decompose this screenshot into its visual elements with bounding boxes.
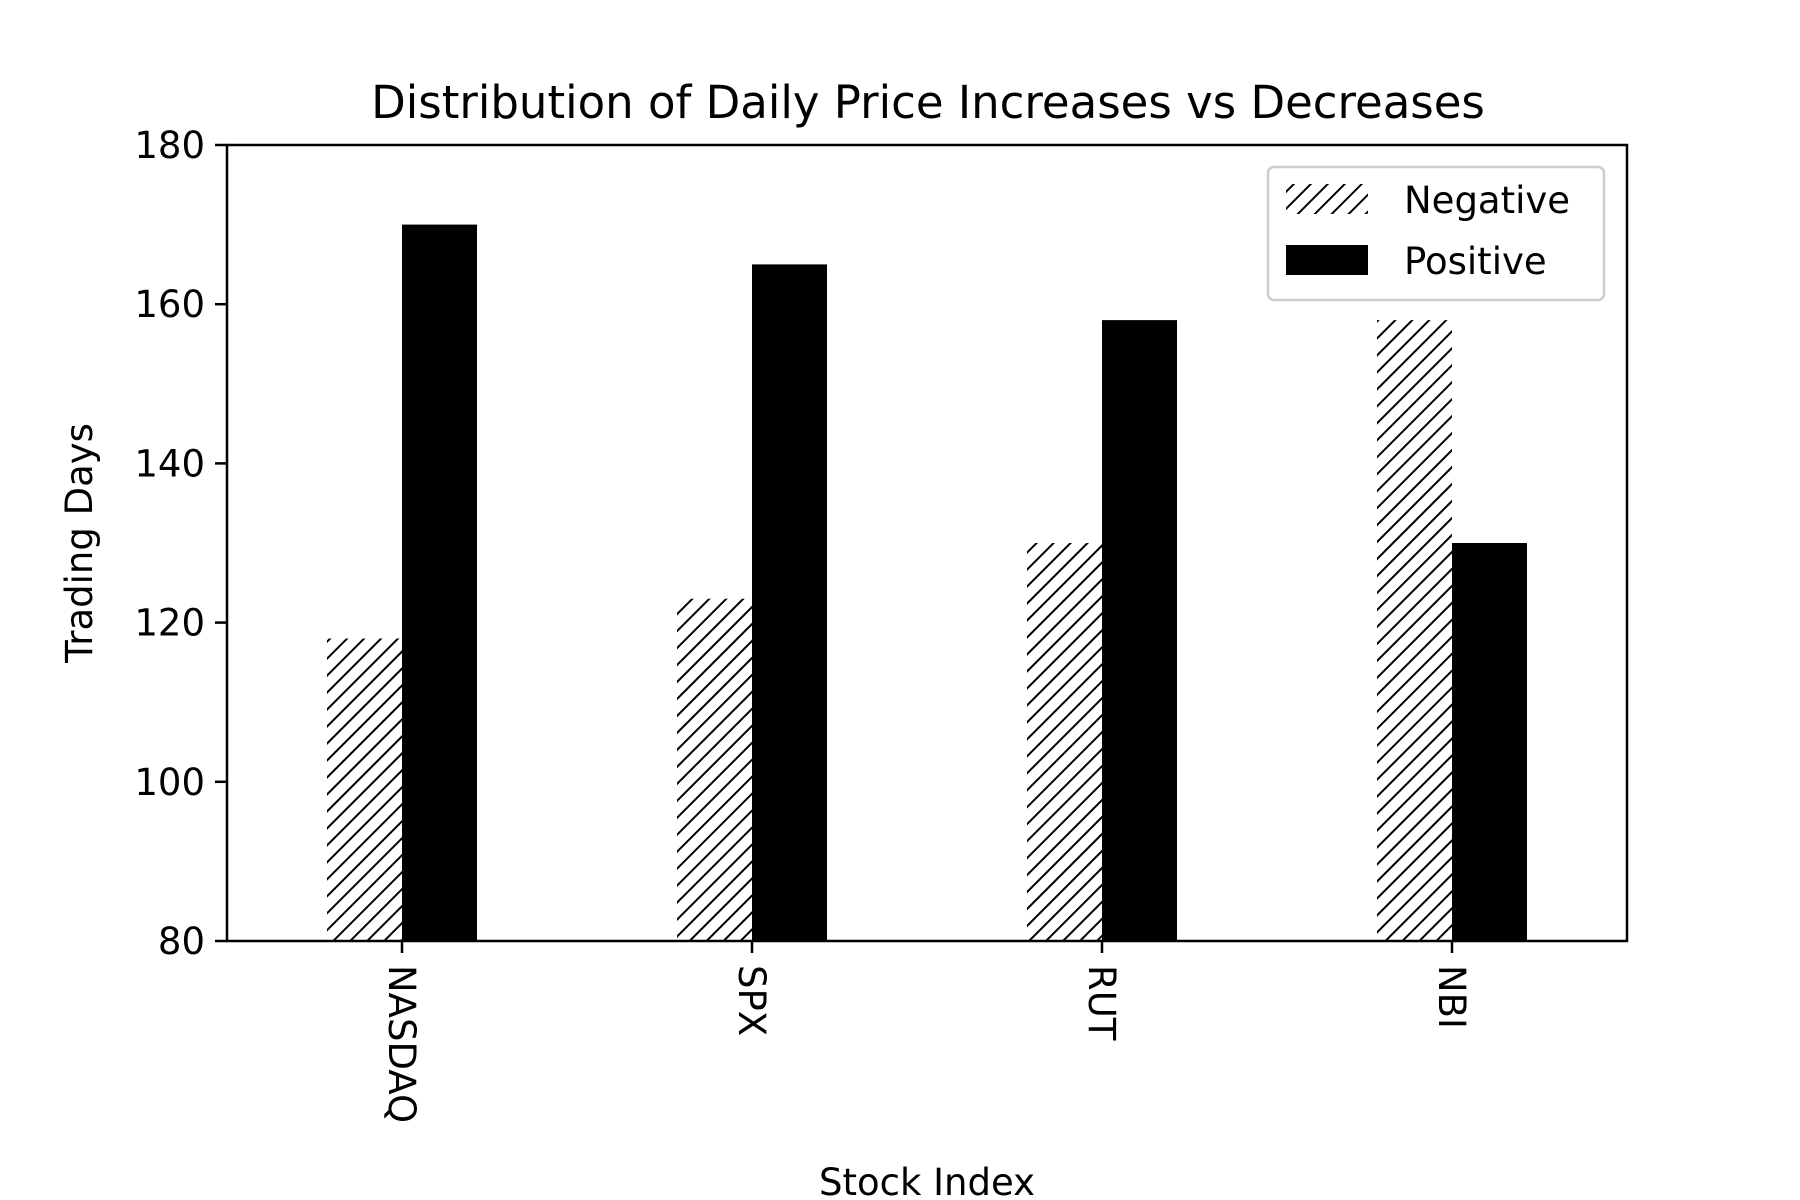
y-tick-label: 140	[134, 442, 205, 485]
bar-positive-nasdaq	[402, 224, 477, 942]
y-tick-label: 180	[134, 124, 205, 167]
y-axis: 80 100 120 140 160 180	[134, 124, 227, 963]
x-tick-label-spx: SPX	[730, 965, 773, 1036]
bar-negative-rut	[1027, 543, 1102, 941]
chart-title: Distribution of Daily Price Increases vs…	[371, 76, 1485, 129]
bar-positive-nbi	[1452, 543, 1527, 941]
y-tick-label: 160	[134, 283, 205, 326]
bar-negative-nasdaq	[327, 638, 402, 941]
legend: Negative Positive	[1266, 165, 1606, 302]
y-tick-label: 80	[158, 920, 205, 963]
legend-label-negative: Negative	[1404, 179, 1570, 222]
x-axis: NASDAQ SPX RUT NBI	[380, 941, 1473, 1123]
legend-swatch-positive	[1286, 245, 1368, 275]
legend-swatch-negative	[1286, 184, 1368, 214]
x-axis-label: Stock Index	[819, 1161, 1035, 1200]
bar-negative-spx	[677, 598, 752, 941]
x-tick-label-rut: RUT	[1080, 965, 1123, 1041]
x-tick-label-nbi: NBI	[1430, 965, 1473, 1029]
plot-area-frame	[225, 143, 1629, 943]
bar-positive-spx	[752, 264, 827, 941]
bars-layer	[327, 224, 1527, 942]
legend-label-positive: Positive	[1404, 240, 1547, 283]
x-tick-label-nasdaq: NASDAQ	[380, 965, 423, 1123]
y-tick-label: 120	[134, 602, 205, 645]
bar-negative-nbi	[1377, 320, 1452, 941]
bar-positive-rut	[1102, 320, 1177, 941]
y-axis-label: Trading Days	[58, 423, 101, 664]
y-tick-label: 100	[134, 761, 205, 804]
